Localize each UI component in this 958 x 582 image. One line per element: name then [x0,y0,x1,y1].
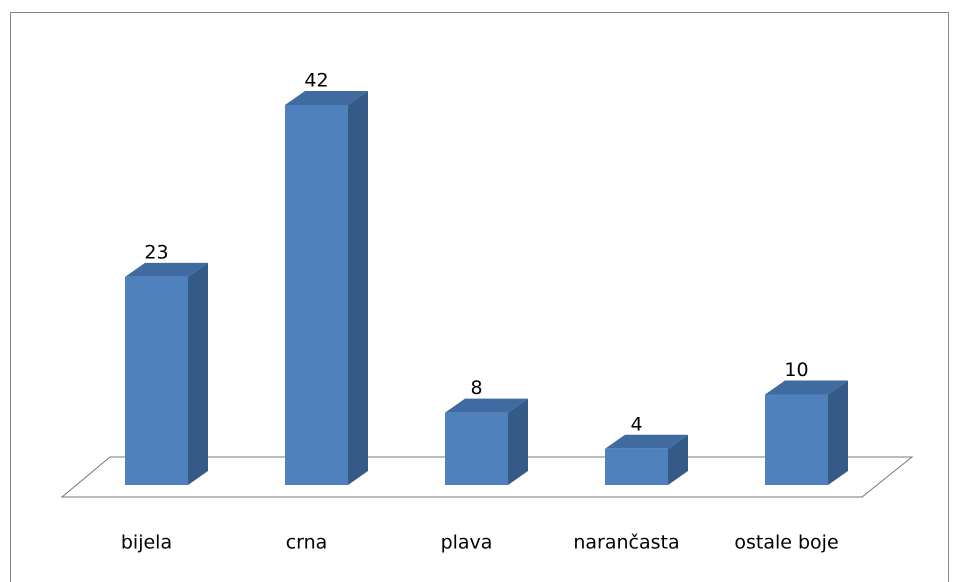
bar-top [125,262,208,277]
bar-side [348,91,368,485]
bar-top [285,91,368,105]
value-label: 23 [144,241,168,263]
bar-side [828,380,848,485]
bar [285,105,348,485]
value-label: 8 [470,377,482,399]
bar-top [765,380,848,395]
x-tick-label: crna [286,532,328,554]
x-tick-label: ostale boje [734,532,838,554]
x-tick-label: bijela [121,532,172,554]
bar-top [605,434,688,449]
value-label: 4 [630,413,642,435]
value-label: 10 [784,359,808,381]
bar-side [508,398,528,485]
bar [445,412,508,485]
bar [125,276,188,485]
bar-side [668,434,688,485]
bar [765,394,828,485]
x-tick-label: narančasta [573,532,679,554]
bar-top [445,398,528,413]
bar [605,448,668,485]
x-tick-label: plava [441,532,493,554]
bar-side [188,262,208,485]
value-label: 42 [304,70,328,92]
